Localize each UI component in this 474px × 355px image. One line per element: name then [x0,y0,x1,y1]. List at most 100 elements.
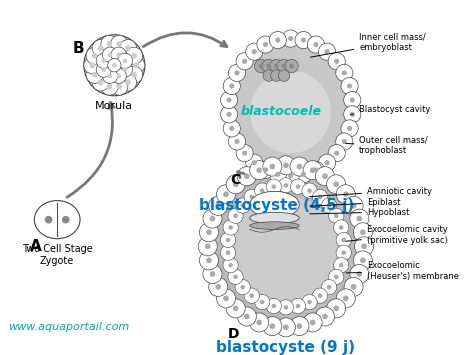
Circle shape [318,195,322,199]
Circle shape [210,216,215,222]
Circle shape [322,173,328,179]
Circle shape [108,59,121,72]
Circle shape [228,64,246,81]
Circle shape [350,112,355,117]
Circle shape [257,161,274,179]
Circle shape [92,74,109,91]
Circle shape [228,133,246,150]
Circle shape [119,74,137,91]
Ellipse shape [250,191,299,218]
Circle shape [259,64,264,69]
Circle shape [237,307,256,326]
Circle shape [255,294,270,310]
Circle shape [360,229,366,235]
Circle shape [313,167,319,173]
Circle shape [86,47,103,64]
Circle shape [278,178,293,193]
Circle shape [275,38,280,43]
Circle shape [223,220,238,235]
Circle shape [128,57,145,74]
Circle shape [256,320,262,325]
Circle shape [263,157,282,176]
Circle shape [203,209,222,228]
Ellipse shape [250,71,331,153]
Circle shape [119,39,137,57]
Circle shape [271,70,282,81]
Circle shape [256,167,262,173]
Circle shape [117,53,133,69]
Circle shape [290,317,309,335]
Circle shape [334,220,349,235]
Circle shape [276,318,295,337]
Circle shape [342,70,347,76]
Circle shape [206,257,212,263]
Circle shape [282,167,299,184]
Text: blastocyste (4,5 j): blastocyste (4,5 j) [199,198,354,213]
Circle shape [344,92,361,109]
Circle shape [313,42,319,47]
Circle shape [277,59,291,73]
Circle shape [246,154,263,171]
Circle shape [343,191,348,197]
Text: Exocoelomic cavity
(primitive yolk sac): Exocoelomic cavity (primitive yolk sac) [346,225,448,245]
Circle shape [263,70,274,81]
Circle shape [242,59,247,64]
Circle shape [260,188,264,193]
Circle shape [325,160,329,165]
Circle shape [350,98,355,103]
Circle shape [283,324,289,330]
Circle shape [217,185,236,204]
Circle shape [249,195,254,199]
Circle shape [228,208,243,223]
Circle shape [244,189,259,204]
Circle shape [269,32,286,49]
Circle shape [350,209,369,228]
Circle shape [215,203,221,209]
Circle shape [291,179,306,194]
Circle shape [227,112,232,117]
Circle shape [307,300,312,304]
Circle shape [255,59,268,73]
Circle shape [333,306,339,311]
Circle shape [226,250,230,255]
Circle shape [351,203,356,209]
Circle shape [244,288,259,303]
Circle shape [282,30,299,47]
Circle shape [334,274,338,279]
Circle shape [288,36,293,41]
Circle shape [229,126,234,131]
Circle shape [312,189,328,204]
Circle shape [227,98,232,103]
Circle shape [123,59,128,63]
Circle shape [339,225,344,230]
Circle shape [102,47,118,62]
Ellipse shape [34,201,80,239]
Circle shape [236,144,253,162]
Circle shape [353,223,373,242]
Circle shape [92,39,109,57]
Circle shape [344,106,361,123]
Circle shape [110,78,128,95]
Circle shape [117,84,122,89]
Circle shape [283,163,289,168]
Circle shape [321,279,337,295]
Circle shape [360,257,366,263]
Circle shape [327,285,331,289]
Text: Blastocyst cavity: Blastocyst cavity [351,105,431,114]
Circle shape [333,181,339,187]
Circle shape [198,237,217,256]
Circle shape [356,216,362,222]
Circle shape [86,66,103,83]
Circle shape [111,47,127,62]
Circle shape [327,203,331,208]
Text: D: D [228,327,239,341]
Circle shape [101,67,106,72]
Circle shape [111,68,127,83]
Circle shape [336,64,353,81]
Circle shape [263,317,282,335]
Circle shape [289,64,294,69]
Circle shape [96,53,111,69]
Circle shape [131,72,137,78]
Circle shape [125,45,131,51]
Circle shape [295,32,312,49]
